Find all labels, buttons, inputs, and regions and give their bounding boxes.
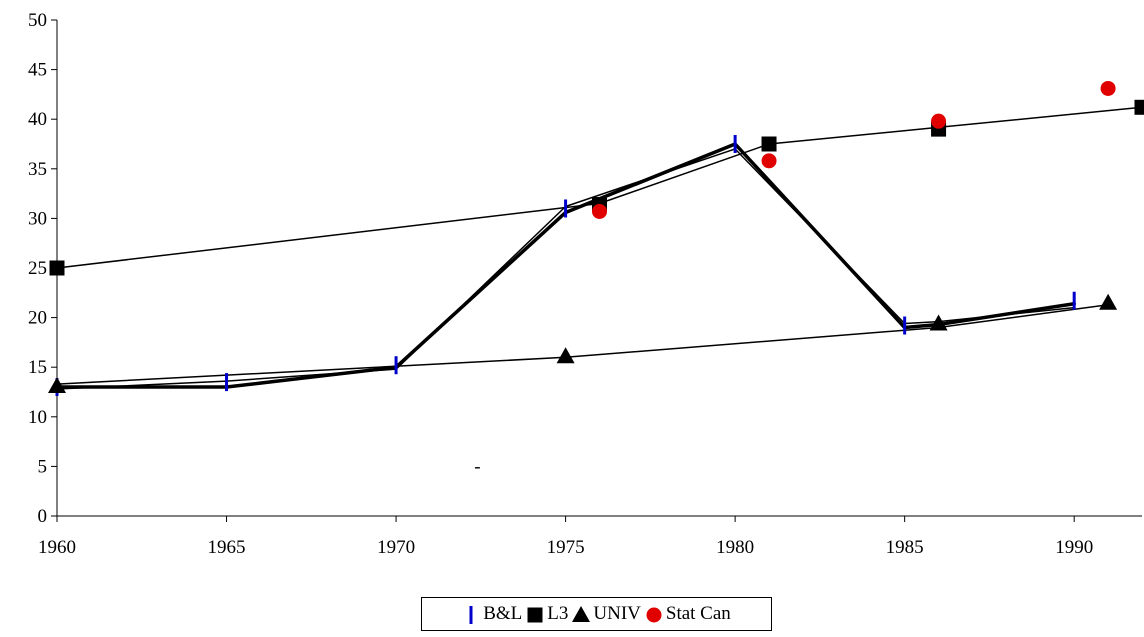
legend-swatch-l3 — [527, 607, 543, 623]
legend-item-b-l: B&L — [462, 603, 522, 625]
legend-label: L3 — [547, 603, 569, 624]
data-point-b-l — [225, 373, 229, 392]
data-point-l3 — [1134, 99, 1144, 115]
data-point-l3 — [49, 260, 65, 276]
data-point-b-l — [733, 135, 737, 153]
legend-swatch-b-l — [469, 606, 473, 624]
legend-label: B&L — [483, 603, 523, 624]
series-line — [56, 106, 1143, 269]
y-tick-label: 45 — [28, 60, 47, 81]
legend-swatch-univ — [572, 606, 591, 622]
annotation-text: - — [474, 456, 480, 477]
x-tick-label: 1980 — [716, 537, 754, 558]
legend-item-stat-can: Stat Can — [645, 603, 731, 625]
chart-legend: B&L L3 UNIV Stat Can — [421, 597, 772, 631]
y-tick-label: 35 — [28, 159, 47, 180]
x-tick-label: 1960 — [38, 537, 76, 558]
legend-marker-b-l — [469, 606, 473, 624]
legend-item-l3: L3 — [526, 603, 568, 625]
x-tick-label: 1970 — [377, 537, 415, 558]
data-point-univ — [1099, 293, 1118, 310]
data-point-stat-can — [1100, 80, 1116, 96]
legend-label: UNIV — [593, 603, 641, 624]
x-tick-label: 1975 — [547, 537, 585, 558]
data-point-b-l — [564, 199, 568, 218]
chart-lines — [55, 106, 1143, 390]
data-point-stat-can — [761, 153, 777, 169]
y-tick-label: 40 — [28, 109, 47, 130]
chart-markers — [48, 80, 1144, 397]
data-point-univ — [929, 314, 948, 331]
data-point-univ — [48, 377, 66, 394]
series-line — [56, 148, 1075, 390]
data-point-stat-can — [931, 113, 947, 129]
legend-label: Stat Can — [665, 603, 731, 624]
y-tick-label: 25 — [28, 258, 47, 279]
legend-marker-univ — [572, 606, 591, 622]
y-tick-label: 10 — [28, 407, 47, 428]
series-line — [56, 303, 1109, 385]
x-tick-label: 1985 — [886, 537, 924, 558]
data-point-b-l — [903, 316, 907, 335]
y-tick-label: 0 — [38, 506, 48, 527]
chart-annotations: - — [474, 456, 480, 477]
data-point-l3 — [761, 136, 777, 152]
y-tick-label: 15 — [28, 357, 47, 378]
legend-marker-l3 — [527, 607, 543, 623]
legend-marker-stat-can — [646, 607, 662, 623]
legend-swatch-stat-can — [646, 607, 662, 623]
y-tick-label: 30 — [28, 208, 47, 229]
line-chart: 0 5 10 15 20 25 30 35 40 45 50 1960 1965 1970 1975 1980… — [28, 10, 1144, 558]
chart-axes: 0 5 10 15 20 25 30 35 40 45 50 1960 1965 1970 1975 1980… — [28, 10, 1142, 558]
y-tick-label: 20 — [28, 308, 47, 329]
legend-item-univ: UNIV — [572, 603, 641, 625]
x-tick-label: 1965 — [208, 537, 246, 558]
data-point-univ — [556, 347, 575, 364]
data-point-b-l — [394, 356, 398, 375]
x-tick-label: 1990 — [1055, 537, 1093, 558]
data-point-b-l — [1072, 291, 1076, 310]
data-point-stat-can — [592, 203, 607, 219]
y-tick-label: 5 — [38, 456, 48, 477]
y-tick-label: 50 — [28, 10, 47, 31]
